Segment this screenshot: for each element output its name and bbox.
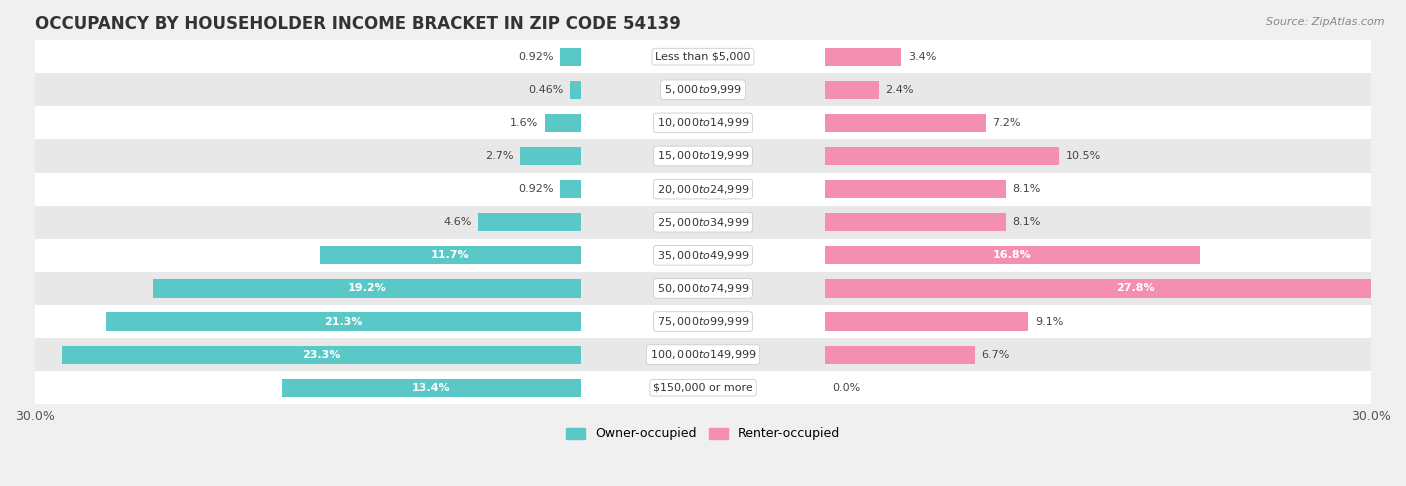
Bar — [35, 272, 1371, 305]
Bar — [825, 246, 1199, 264]
Bar — [35, 338, 1371, 371]
Bar — [825, 346, 974, 364]
Bar — [825, 114, 986, 132]
Bar — [825, 147, 1059, 165]
Bar — [546, 114, 581, 132]
Bar — [478, 213, 581, 231]
Text: 6.7%: 6.7% — [981, 349, 1010, 360]
Bar — [571, 81, 581, 99]
Bar — [825, 312, 1028, 330]
Text: $35,000 to $49,999: $35,000 to $49,999 — [657, 249, 749, 262]
Text: $15,000 to $19,999: $15,000 to $19,999 — [657, 150, 749, 162]
Text: 10.5%: 10.5% — [1066, 151, 1101, 161]
Text: OCCUPANCY BY HOUSEHOLDER INCOME BRACKET IN ZIP CODE 54139: OCCUPANCY BY HOUSEHOLDER INCOME BRACKET … — [35, 15, 681, 33]
Bar — [825, 48, 901, 66]
Bar — [35, 40, 1371, 73]
Text: $100,000 to $149,999: $100,000 to $149,999 — [650, 348, 756, 361]
Text: Source: ZipAtlas.com: Source: ZipAtlas.com — [1267, 17, 1385, 27]
Text: 21.3%: 21.3% — [325, 316, 363, 327]
Bar — [321, 246, 581, 264]
Legend: Owner-occupied, Renter-occupied: Owner-occupied, Renter-occupied — [561, 422, 845, 445]
Bar — [35, 106, 1371, 139]
Text: 7.2%: 7.2% — [993, 118, 1021, 128]
Bar — [520, 147, 581, 165]
Text: $10,000 to $14,999: $10,000 to $14,999 — [657, 116, 749, 129]
Text: 2.7%: 2.7% — [485, 151, 513, 161]
Text: 16.8%: 16.8% — [993, 250, 1032, 260]
Bar — [560, 48, 581, 66]
Text: 19.2%: 19.2% — [347, 283, 387, 294]
Bar — [35, 206, 1371, 239]
Text: 1.6%: 1.6% — [510, 118, 538, 128]
Text: $5,000 to $9,999: $5,000 to $9,999 — [664, 83, 742, 96]
Text: 13.4%: 13.4% — [412, 383, 451, 393]
Text: 3.4%: 3.4% — [908, 52, 936, 62]
Bar — [35, 173, 1371, 206]
Text: 4.6%: 4.6% — [443, 217, 471, 227]
Bar — [35, 139, 1371, 173]
Text: $50,000 to $74,999: $50,000 to $74,999 — [657, 282, 749, 295]
Bar — [825, 279, 1406, 297]
Text: 0.0%: 0.0% — [832, 383, 860, 393]
Bar — [107, 312, 581, 330]
Text: $75,000 to $99,999: $75,000 to $99,999 — [657, 315, 749, 328]
Bar — [283, 379, 581, 397]
Text: $25,000 to $34,999: $25,000 to $34,999 — [657, 216, 749, 229]
Text: 23.3%: 23.3% — [302, 349, 340, 360]
Bar — [62, 346, 581, 364]
Text: 11.7%: 11.7% — [430, 250, 470, 260]
Bar — [153, 279, 581, 297]
Bar — [560, 180, 581, 198]
Bar — [35, 239, 1371, 272]
Bar — [35, 305, 1371, 338]
Bar — [35, 371, 1371, 404]
Text: 0.92%: 0.92% — [517, 52, 554, 62]
Text: Less than $5,000: Less than $5,000 — [655, 52, 751, 62]
Text: 8.1%: 8.1% — [1012, 184, 1040, 194]
Text: 9.1%: 9.1% — [1035, 316, 1063, 327]
Text: 0.92%: 0.92% — [517, 184, 554, 194]
Bar — [35, 73, 1371, 106]
Bar — [825, 213, 1005, 231]
Bar — [825, 180, 1005, 198]
Text: 27.8%: 27.8% — [1116, 283, 1154, 294]
Bar — [825, 81, 879, 99]
Text: 2.4%: 2.4% — [886, 85, 914, 95]
Text: 8.1%: 8.1% — [1012, 217, 1040, 227]
Text: 0.46%: 0.46% — [529, 85, 564, 95]
Text: $150,000 or more: $150,000 or more — [654, 383, 752, 393]
Text: $20,000 to $24,999: $20,000 to $24,999 — [657, 183, 749, 195]
